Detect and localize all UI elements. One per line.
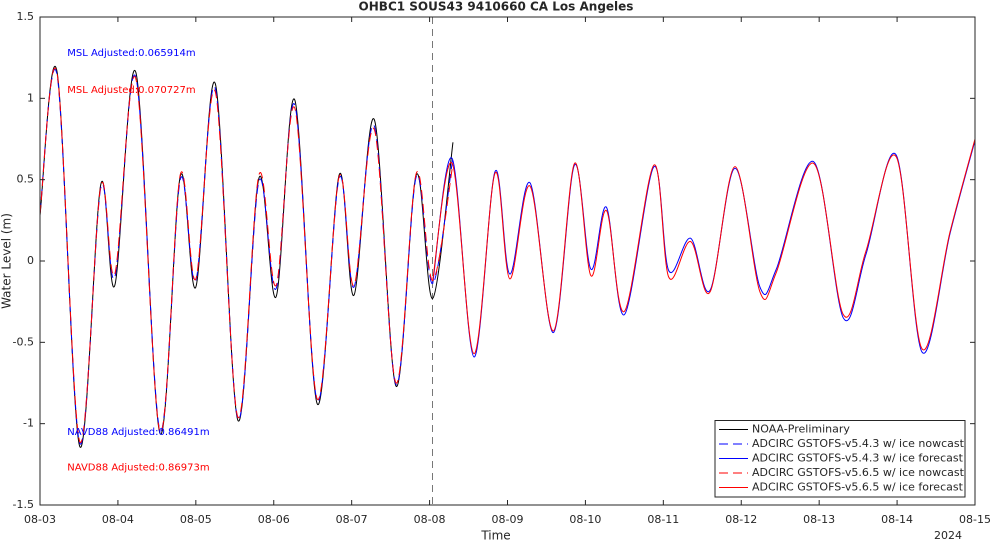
y-tick-label: -0.5 — [13, 335, 34, 348]
annotation: MSL Adjusted:0.070727m — [67, 85, 195, 96]
x-tick-label: 08-07 — [336, 513, 368, 526]
x-tick-label: 08-13 — [803, 513, 835, 526]
legend-label: ADCIRC GSTOFS-v5.4.3 w/ ice forecast — [752, 452, 964, 465]
legend-label: NOAA-Preliminary — [752, 423, 850, 436]
x-tick-label: 08-15 — [959, 513, 991, 526]
y-tick-label: 1 — [27, 91, 34, 104]
x-year-label: 2024 — [934, 529, 962, 541]
series-line — [39, 67, 454, 443]
x-tick-label: 08-05 — [180, 513, 212, 526]
annotation: MSL Adjusted:0.065914m — [67, 48, 195, 59]
legend-label: ADCIRC GSTOFS-v5.4.3 w/ ice nowcast — [752, 437, 965, 450]
series-line — [432, 138, 976, 355]
x-tick-label: 08-11 — [647, 513, 679, 526]
annotation: NAVD88 Adjusted:0.86491m — [67, 427, 209, 438]
legend-label: ADCIRC GSTOFS-v5.6.5 w/ ice forecast — [752, 481, 964, 494]
y-tick-label: -1.5 — [13, 498, 34, 511]
x-tick-label: 08-12 — [725, 513, 757, 526]
y-tick-label: 1.5 — [17, 10, 35, 23]
annotation: NAVD88 Adjusted:0.86973m — [67, 463, 209, 474]
x-tick-label: 08-06 — [258, 513, 290, 526]
x-tick-label: 08-04 — [102, 513, 134, 526]
x-tick-label: 08-14 — [881, 513, 913, 526]
x-tick-label: 08-09 — [492, 513, 524, 526]
y-tick-label: -1 — [23, 417, 34, 430]
x-tick-label: 08-03 — [24, 513, 56, 526]
legend-label: ADCIRC GSTOFS-v5.6.5 w/ ice nowcast — [752, 466, 965, 479]
y-axis-label: Water Level (m) — [0, 213, 14, 309]
x-tick-label: 08-10 — [569, 513, 601, 526]
y-tick-label: 0 — [27, 254, 34, 267]
x-tick-label: 08-08 — [414, 513, 446, 526]
legend-box — [714, 420, 966, 498]
y-tick-label: 0.5 — [17, 173, 35, 186]
chart-title: OHBC1 SOUS43 9410660 CA Los Angeles — [359, 0, 634, 14]
x-axis-label: Time — [480, 529, 510, 541]
